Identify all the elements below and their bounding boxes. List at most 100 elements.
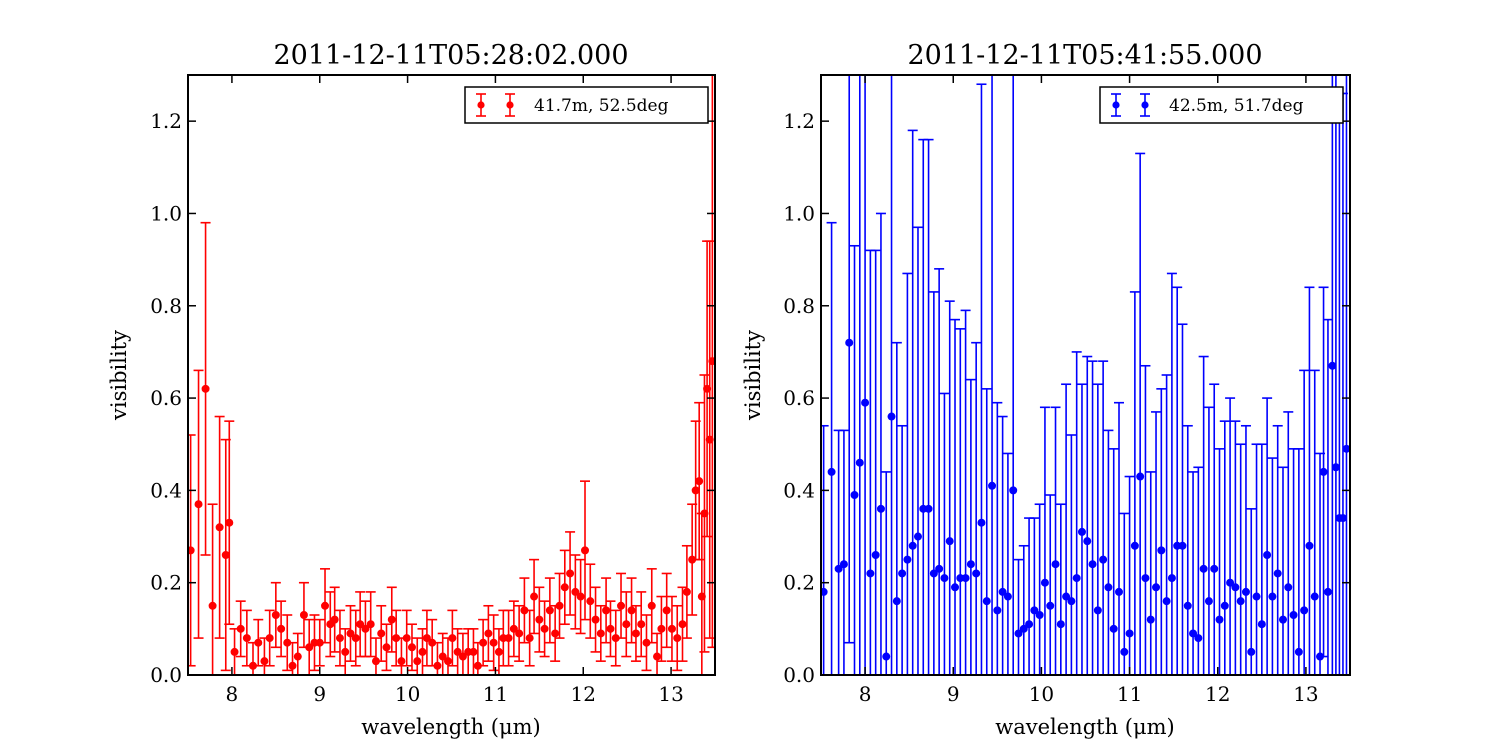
x-tick-label: 12 [1205,682,1230,706]
data-marker [1273,569,1282,578]
right-data-point-86 [1277,466,1288,675]
left-data-point-32 [365,591,376,658]
right-data-point-24 [950,318,961,675]
data-marker [397,657,406,666]
right-data-point-13 [891,341,902,675]
left-data-point-26 [334,609,345,667]
left-data-point-0 [188,434,196,667]
data-marker [695,477,704,486]
right-data-point-79 [1240,424,1251,675]
left-data-point-17 [287,641,298,675]
x-tick-label: 11 [483,682,508,706]
data-marker [443,657,452,666]
data-marker [1194,634,1203,643]
data-marker [1338,514,1347,523]
data-marker [330,615,339,624]
data-marker [1300,606,1309,615]
right-chart-frame [820,74,1351,676]
data-marker [682,587,691,596]
left-data-point-59 [503,609,514,667]
data-marker [299,611,308,620]
left-data-point-93 [677,586,688,662]
data-marker [1125,629,1134,638]
right-data-point-38 [1024,517,1035,675]
left-data-point-84 [630,604,641,662]
left-data-point-46 [437,632,448,675]
right-data-point-3 [838,429,849,675]
right-data-point-21 [934,268,945,675]
data-marker [509,624,518,633]
right-data-point-74 [1214,448,1225,675]
data-marker [277,624,286,633]
data-marker [1305,541,1314,550]
data-marker [1099,555,1108,564]
right-data-point-83 [1262,397,1273,675]
right-data-point-50 [1087,360,1098,675]
x-tick-label: 11 [1117,682,1142,706]
data-marker [678,620,687,629]
left-data-point-20 [304,618,315,675]
left-data-point-67 [544,577,555,644]
data-marker [834,564,843,573]
data-marker [892,597,901,606]
data-marker [691,486,700,495]
right-data-point-29 [976,83,987,675]
data-marker [448,634,457,643]
right-data-point-73 [1209,383,1220,675]
right-data-point-87 [1283,411,1294,675]
left-data-point-1 [193,369,204,639]
data-marker [703,384,712,393]
left-data-point-24 [325,591,336,658]
right-data-point-31 [988,75,997,675]
data-marker [571,587,580,596]
data-marker [961,574,970,583]
right-data-point-47 [1071,351,1082,675]
data-marker [545,606,554,615]
right-data-point-42 [1045,494,1056,675]
data-marker [494,647,503,656]
right-data-point-43 [1050,406,1061,675]
left-data-point-42 [417,628,428,675]
data-marker [1077,527,1086,536]
data-marker [1046,601,1055,610]
right-data-point-28 [971,341,982,675]
data-marker [418,647,427,656]
data-marker [560,583,569,592]
left-data-point-38 [396,637,407,675]
right-data-point-85 [1272,424,1283,675]
right-data-point-90 [1299,369,1310,675]
y-tick-label: 1.2 [150,109,182,133]
left-data-point-101 [704,240,715,639]
left-data-point-72 [570,554,581,630]
left-legend-label: 41.7m, 52.5deg [534,96,669,116]
left-data-point-8 [235,600,246,658]
right-data-point-66 [1172,286,1183,675]
data-marker [1268,592,1277,601]
data-marker [1241,587,1250,596]
data-marker [1263,551,1272,560]
legend-dot [477,101,485,109]
left-data-point-35 [381,623,392,672]
data-marker [540,624,549,633]
left-data-point-90 [661,572,672,649]
data-marker [708,357,715,366]
data-marker [866,569,875,578]
left-data-point-52 [468,628,479,675]
data-marker [845,338,854,347]
left-data-point-40 [406,623,417,672]
data-marker [225,518,234,527]
data-marker [433,661,442,670]
y-tick-label: 0.6 [150,386,182,410]
data-marker [555,601,564,610]
right-data-point-95 [1322,318,1333,675]
right-data-point-58 [1129,291,1140,675]
data-marker [1152,583,1161,592]
data-marker [1003,592,1012,601]
y-tick-label: 1.0 [783,201,815,225]
left-data-point-29 [350,609,361,667]
right-data-point-64 [1161,374,1172,675]
legend-dot [1112,101,1120,109]
right-chart-title: 2011-12-11T05:41:55.000 [907,40,1262,71]
left-data-point-88 [652,632,663,675]
left-data-point-76 [590,586,601,653]
